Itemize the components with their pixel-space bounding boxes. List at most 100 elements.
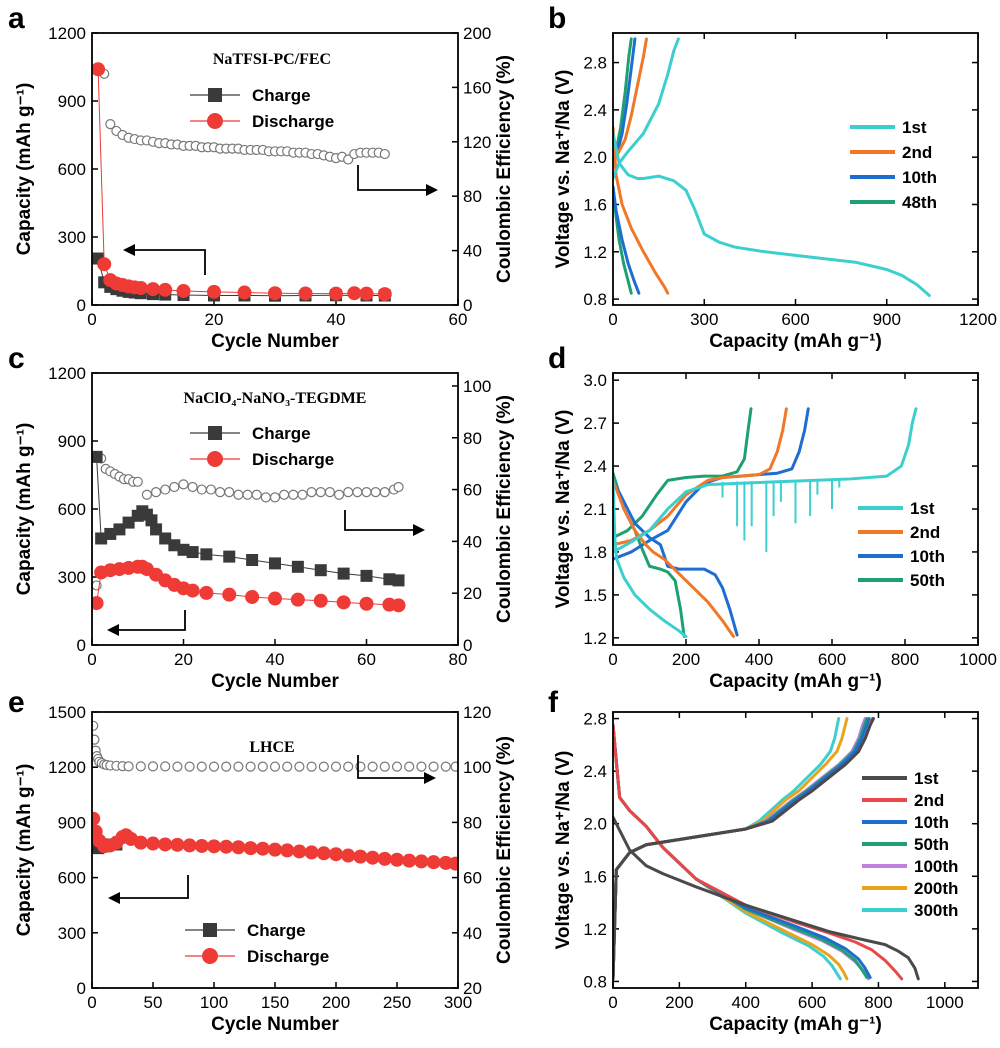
x-tick-label-d: 400 [745, 650, 773, 669]
x-tick-label-c: 40 [266, 650, 285, 669]
legend-label: 2nd [910, 523, 940, 542]
arrow-head-left [123, 244, 135, 256]
data-point-discharge [222, 587, 237, 602]
chart-title-e: LHCE [249, 739, 294, 756]
y-tick-label-e: 600 [58, 869, 86, 888]
data-point-discharge [336, 595, 351, 610]
data-point-charge [337, 567, 350, 580]
y-tick-label-d: 2.1 [583, 500, 607, 519]
annotation-arrows-e [108, 755, 436, 904]
panel-label-e: e [8, 686, 25, 719]
data-point-ce [306, 487, 317, 498]
data-point-ce [379, 148, 390, 160]
arrow-to-capacity-axis [133, 249, 206, 275]
data-point-discharge [146, 282, 160, 297]
panel-e: e 0 50 100 150 200 250 300 0 300 600 900 1200 1500 20 4… [8, 686, 515, 1035]
data-point-ce [450, 761, 458, 772]
panel-b: b 0 300 600 900 1200 0.8 1.2 1.6 2.0 2.4 2.8 Capacit… [548, 2, 997, 352]
data-point-discharge [158, 837, 173, 852]
data-point-discharge [448, 856, 458, 871]
y-tick-label-f: 0.8 [583, 972, 607, 991]
arrow-head-right [413, 524, 425, 536]
data-point-discharge [377, 851, 392, 866]
legend-entry-e: Charge [185, 921, 306, 940]
y-tick-label-f: 2.8 [583, 710, 607, 729]
y-tick-label-a: 900 [58, 92, 86, 111]
plot-frame-b [612, 32, 979, 306]
y-tick-label-a: 600 [58, 160, 86, 179]
y-tick-label-d: 2.7 [583, 414, 607, 433]
data-point-ce [361, 487, 372, 498]
curve-charge [613, 407, 918, 554]
legend-entry-c: Discharge [190, 450, 334, 469]
data-point-charge [269, 557, 281, 570]
plot-area-f [613, 717, 920, 981]
data-point-discharge [176, 283, 191, 298]
y2-tick-label-e: 60 [463, 869, 482, 888]
data-point-charge [92, 252, 105, 265]
legend-entry-d: 50th [858, 571, 945, 590]
ticks-f: 0 200 400 600 800 1000 0.8 1.2 1.6 2.0 2.4 2.8 [583, 710, 978, 1012]
x-tick-label-a: 20 [205, 310, 224, 329]
legend-entry-f: 100th [862, 857, 958, 876]
y2-tick-label-e: 100 [463, 758, 491, 777]
x-tick-label-e: 0 [87, 993, 96, 1012]
y-tick-label-f: 1.6 [583, 867, 607, 886]
data-point-ce [147, 761, 159, 772]
curve-charge [613, 407, 753, 540]
data-point-ce [233, 761, 244, 772]
data-point-discharge [353, 849, 368, 864]
y-tick-label-b: 2.0 [583, 148, 607, 167]
legend-entry-d: 2nd [858, 523, 940, 542]
arrow-head-right [426, 184, 438, 196]
data-point-discharge [426, 855, 441, 870]
data-point-charge [291, 560, 304, 573]
plot-frame-e [91, 711, 459, 989]
data-point-ce [242, 489, 253, 500]
data-point-ce [132, 476, 143, 487]
series-curve-1st-d [613, 407, 918, 638]
y2-tick-label-a: 40 [463, 242, 482, 261]
data-point-discharge [402, 853, 417, 868]
plot-frame-d [612, 372, 979, 646]
y2-axis-label-a: Coulombic Efficiency (%) [494, 55, 515, 283]
x-tick-label-c: 80 [449, 650, 468, 669]
series-coulombic-efficiency-e [92, 720, 458, 772]
curve-charge [613, 37, 680, 180]
data-point-ce [105, 119, 116, 130]
legend-entry-a: Charge [190, 86, 311, 105]
x-axis-label-f: Capacity (mAh g⁻¹) [709, 1014, 882, 1035]
data-point-ce [150, 487, 162, 498]
y-tick-label-c: 300 [58, 568, 86, 587]
data-point-charge [246, 554, 259, 566]
data-point-ce [196, 484, 207, 495]
y2-tick-label-c: 80 [463, 429, 482, 448]
data-point-ce [318, 761, 329, 772]
arrow-to-ce-axis [357, 755, 426, 779]
data-point-ce [297, 489, 308, 500]
x-tick-label-f: 600 [798, 993, 826, 1012]
y-tick-label-c: 1200 [48, 364, 86, 383]
y-tick-label-e: 300 [58, 924, 86, 943]
data-point-ce [343, 761, 354, 772]
y-tick-label-b: 2.8 [583, 54, 607, 73]
x-tick-label-b: 1200 [959, 310, 997, 329]
data-point-charge [95, 532, 108, 545]
data-point-ce [269, 761, 281, 772]
legend-marker-charge [208, 426, 222, 440]
data-point-ce [370, 487, 381, 498]
legend-entry-f: 200th [862, 879, 958, 898]
series-discharge-c [92, 559, 406, 613]
data-point-ce [196, 761, 207, 772]
series-curve-300th-f [613, 717, 842, 981]
data-point-discharge [243, 841, 258, 856]
data-point-ce [393, 481, 404, 493]
data-point-discharge [219, 839, 234, 854]
x-tick-label-f: 800 [864, 993, 892, 1012]
data-point-discharge [390, 852, 404, 867]
annotation-arrows-c [107, 510, 425, 636]
y2-tick-label-a: 0 [463, 296, 472, 315]
legend-label: 1st [914, 769, 939, 788]
y2-tick-label-a: 80 [463, 187, 482, 206]
